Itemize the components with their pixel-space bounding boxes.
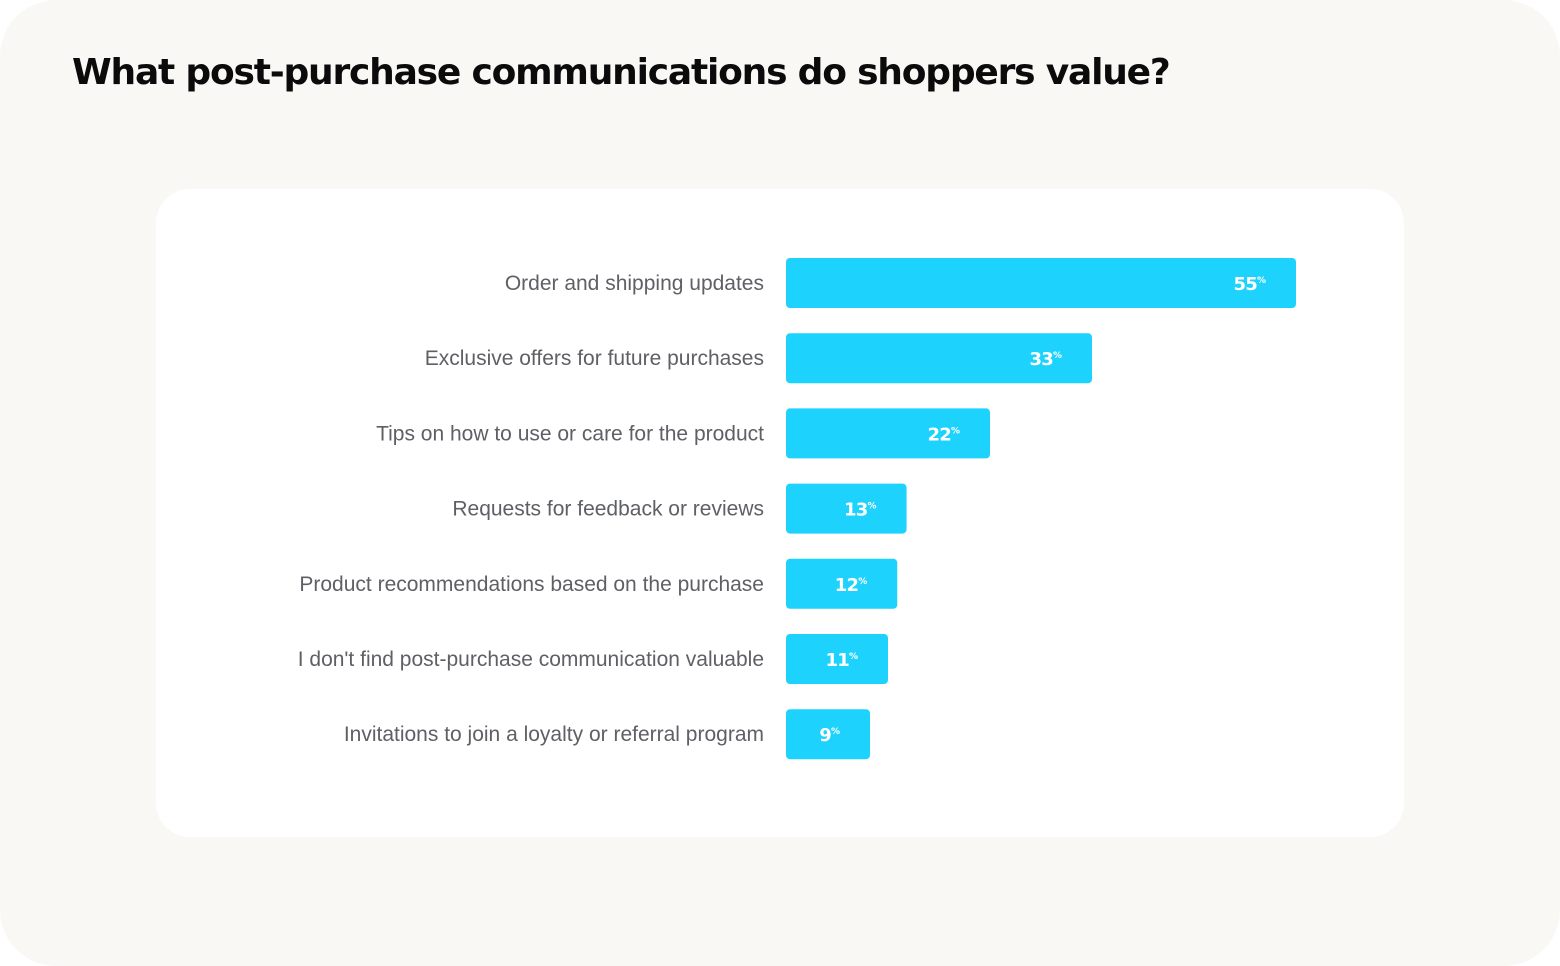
value-number: 13: [844, 500, 868, 521]
category-label-requests-for-feedback-or-reviews: Requests for feedback or reviews: [452, 498, 764, 521]
page-title: What post-purchase communications do sho…: [72, 52, 1171, 93]
value-percent-sign: %: [1257, 276, 1266, 286]
bar-product-recommendations-based-on-the-purchase: [786, 558, 898, 609]
value-number: 33: [1030, 349, 1054, 370]
category-label-product-recommendations-based-on-the-purchase: Product recommendations based on the pur…: [299, 573, 764, 596]
value-label-tips-on-how-to-use-or-care-for-the-product: 22%: [928, 424, 960, 445]
value-label-i-don-t-find-post-purchase-communication-valuable: 11%: [826, 650, 858, 671]
value-percent-sign: %: [951, 426, 960, 436]
value-label-invitations-to-join-a-loyalty-or-referral-program: 9%: [819, 725, 840, 746]
value-number: 22: [928, 424, 951, 445]
value-number: 11: [826, 650, 850, 671]
value-label-product-recommendations-based-on-the-purchase: 12%: [835, 575, 867, 596]
bar-order-and-shipping-updates: [786, 258, 1296, 308]
category-label-invitations-to-join-a-loyalty-or-referral-program: Invitations to join a loyalty or referra…: [344, 723, 764, 746]
value-label-exclusive-offers-for-future-purchases: 33%: [1030, 349, 1062, 370]
value-label-order-and-shipping-updates: 55%: [1234, 274, 1266, 295]
bar-i-don-t-find-post-purchase-communication-valuable: [786, 634, 888, 684]
value-percent-sign: %: [868, 502, 877, 512]
category-label-exclusive-offers-for-future-purchases: Exclusive offers for future purchases: [425, 347, 764, 370]
value-number: 12: [835, 575, 858, 596]
bar-exclusive-offers-for-future-purchases: [786, 333, 1092, 384]
value-number: 55: [1234, 274, 1258, 295]
bar-chart: Order and shipping updates 55% Exclusive o…: [298, 258, 1296, 760]
bar-tips-on-how-to-use-or-care-for-the-product: [786, 408, 990, 459]
category-label-tips-on-how-to-use-or-care-for-the-product: Tips on how to use or care for the produ…: [376, 422, 764, 445]
value-percent-sign: %: [1053, 351, 1062, 361]
value-percent-sign: %: [849, 652, 858, 662]
category-label-i-don-t-find-post-purchase-communication-valuable: I don't find post-purchase communication…: [298, 648, 764, 671]
bar-invitations-to-join-a-loyalty-or-referral-program: [786, 709, 870, 760]
value-label-requests-for-feedback-or-reviews: 13%: [844, 500, 876, 521]
category-label-order-and-shipping-updates: Order and shipping updates: [505, 272, 764, 295]
value-number: 9: [819, 725, 831, 746]
bar-requests-for-feedback-or-reviews: [786, 483, 907, 534]
chart-card: Order and shipping updates 55% Exclusive o…: [156, 189, 1404, 837]
value-percent-sign: %: [831, 727, 840, 737]
value-percent-sign: %: [858, 577, 867, 587]
